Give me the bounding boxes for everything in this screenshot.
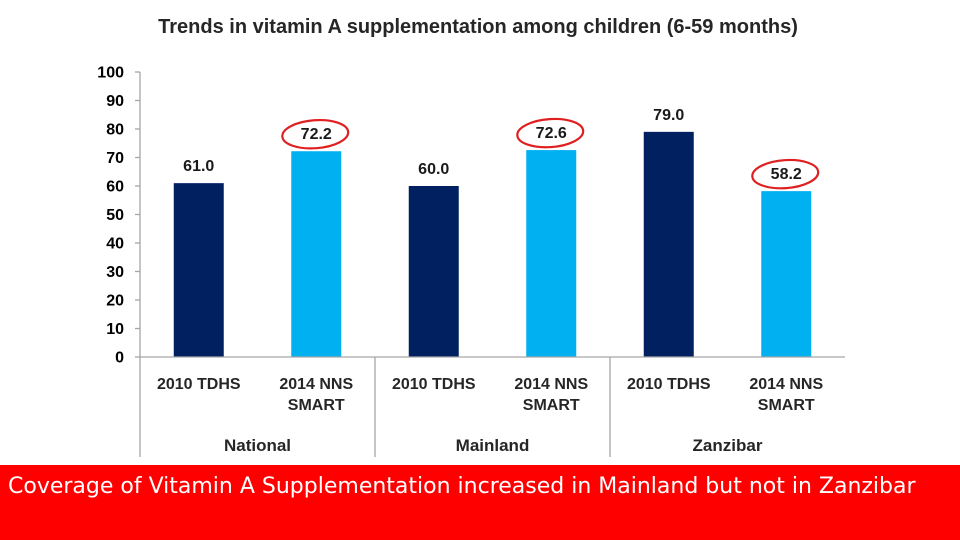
bar: [291, 151, 342, 357]
data-label: 61.0: [183, 158, 214, 175]
category-label: 2010 TDHS: [392, 376, 476, 393]
category-label: 2010 TDHS: [627, 376, 711, 393]
bar: [526, 150, 577, 357]
bar: [173, 183, 224, 357]
bar: [643, 131, 694, 357]
x-axis: National 2010 TDHS 2014 NNS SMART Mainland 20…: [140, 356, 845, 457]
bars: 61.0 72.2 60.0 72.6 79.0 58.2: [173, 107, 820, 357]
category-label: 2014 NNS SMART: [514, 376, 588, 414]
y-tick-label: 100: [97, 65, 124, 82]
y-tick-label: 80: [106, 122, 124, 139]
y-tick-label: 50: [106, 207, 124, 224]
group-label: Mainland: [456, 436, 530, 455]
data-label: 79.0: [653, 107, 684, 124]
y-axis: 0 10 20 30 40 50 60 70 80 90 100: [97, 65, 141, 457]
y-tick-label: 40: [106, 236, 124, 253]
y-tick-label: 70: [106, 150, 124, 167]
bar-chart: Trends in vitamin A supplementation amon…: [97, 16, 845, 457]
y-tick-label: 20: [106, 293, 124, 310]
data-label: 72.2: [301, 126, 332, 143]
y-tick-label: 90: [106, 93, 124, 110]
data-label: 72.6: [536, 125, 567, 142]
group-label: National: [224, 436, 291, 455]
y-tick-label: 60: [106, 179, 124, 196]
caption-banner: Coverage of Vitamin A Supplementation in…: [0, 465, 960, 540]
highlight-circle: [751, 158, 820, 190]
highlight-circle: [281, 118, 350, 150]
group-label: Zanzibar: [693, 436, 763, 455]
category-label: 2014 NNS SMART: [279, 376, 353, 414]
bar: [408, 186, 459, 357]
category-label: 2010 TDHS: [157, 376, 241, 393]
y-tick-label: 0: [115, 350, 124, 367]
bar: [761, 191, 812, 357]
caption-text: Coverage of Vitamin A Supplementation in…: [8, 474, 916, 499]
chart-title: Trends in vitamin A supplementation amon…: [158, 16, 798, 38]
category-label: 2014 NNS SMART: [749, 376, 823, 414]
y-tick-label: 30: [106, 264, 124, 281]
data-label: 60.0: [418, 161, 449, 178]
y-tick-label: 10: [106, 321, 124, 338]
highlight-circle: [516, 117, 585, 149]
data-label: 58.2: [771, 166, 802, 183]
